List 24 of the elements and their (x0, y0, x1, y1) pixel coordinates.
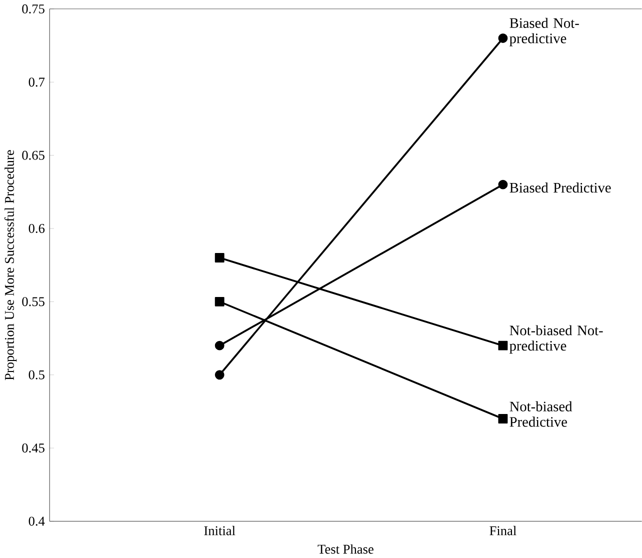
y-tick-label: 0.65 (22, 150, 44, 160)
series-label: Biased Not-predictive (510, 18, 579, 46)
point (214, 253, 224, 262)
y-tick-label: 0.6 (28, 224, 45, 233)
point (498, 33, 508, 43)
point (498, 340, 508, 350)
x-tick-label: Final (490, 526, 516, 536)
x-tick-label: Initial (204, 526, 236, 536)
series-label: Not-biased Predictive (510, 401, 572, 427)
series-label: Not-biased Not-predictive (510, 325, 603, 354)
point (214, 340, 224, 350)
series-label: Biased Predictive (510, 182, 611, 193)
y-tick-label: 0.55 (22, 297, 44, 306)
point (498, 414, 508, 424)
point (498, 180, 508, 190)
y-tick-label: 0.4 (28, 516, 45, 526)
y-tick-label: 0.5 (28, 370, 44, 380)
point (214, 296, 224, 306)
y-tick-label: 0.7 (28, 78, 45, 87)
y-tick-label: 0.45 (22, 443, 44, 453)
y-tick-label: 0.75 (22, 4, 44, 14)
x-axis-title: Test Phase (318, 544, 374, 554)
y-axis-title: Proportion Use More Successful Procedure (4, 150, 17, 380)
point (214, 370, 224, 380)
